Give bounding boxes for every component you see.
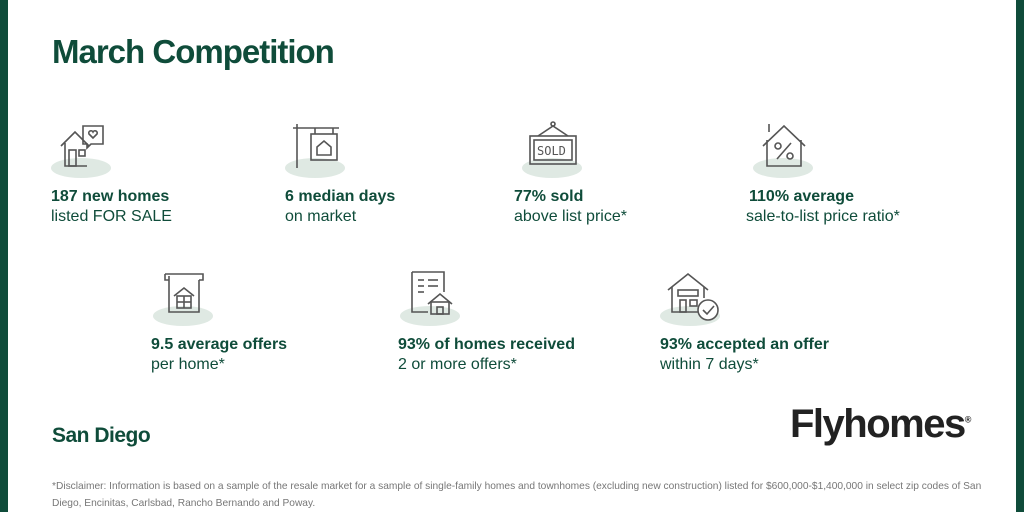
receipt-house-icon [400, 268, 460, 326]
stat-average-offers: 9.5 average offers per home* [151, 268, 287, 374]
stat-value: 93% accepted an offer [660, 336, 829, 353]
stat-value: 6 median days [285, 188, 396, 205]
stat-caption: within 7 days* [660, 356, 759, 373]
stat-sale-to-list: 110% average sale-to-list price ratio* [746, 120, 900, 226]
region-label: San Diego [52, 424, 151, 447]
stat-new-homes: 187 new homes listed FOR SALE [51, 120, 172, 226]
document-house-icon [153, 268, 213, 326]
stat-accepted-offer: 93% accepted an offer within 7 days* [660, 268, 829, 374]
house-percent-icon [753, 120, 813, 178]
disclaimer-text: *Disclaimer: Information is based on a s… [52, 481, 982, 509]
svg-text:SOLD: SOLD [537, 144, 566, 158]
sold-sign-icon: SOLD [522, 120, 582, 178]
stat-caption: on market [285, 208, 357, 225]
stat-value: 93% of homes received [398, 336, 575, 353]
page-title: March Competition [52, 33, 335, 70]
stat-multiple-offers: 93% of homes received 2 or more offers* [398, 268, 575, 374]
stat-value: 110% average [749, 188, 854, 205]
brand-logo: Flyhomes® [790, 402, 972, 447]
stat-value: 9.5 average offers [151, 336, 288, 353]
stat-sold-above: SOLD 77% sold above list price* [514, 120, 627, 226]
infographic-card: March Competition 187 new homes listed F… [8, 0, 1016, 512]
stat-caption: per home* [151, 356, 225, 373]
stat-caption: 2 or more offers* [398, 356, 517, 373]
stat-value: 187 new homes [51, 188, 170, 205]
house-heart-icon [51, 120, 111, 178]
registered-mark: ® [964, 414, 972, 425]
house-check-icon [660, 268, 720, 326]
stat-caption: above list price* [514, 208, 627, 225]
stat-caption: sale-to-list price ratio* [746, 208, 900, 225]
brand-name: Flyhomes [790, 402, 966, 446]
sign-post-icon [285, 120, 345, 178]
stat-value: 77% sold [514, 188, 584, 205]
stat-caption: listed FOR SALE [51, 208, 172, 225]
stat-median-days: 6 median days on market [285, 120, 395, 226]
